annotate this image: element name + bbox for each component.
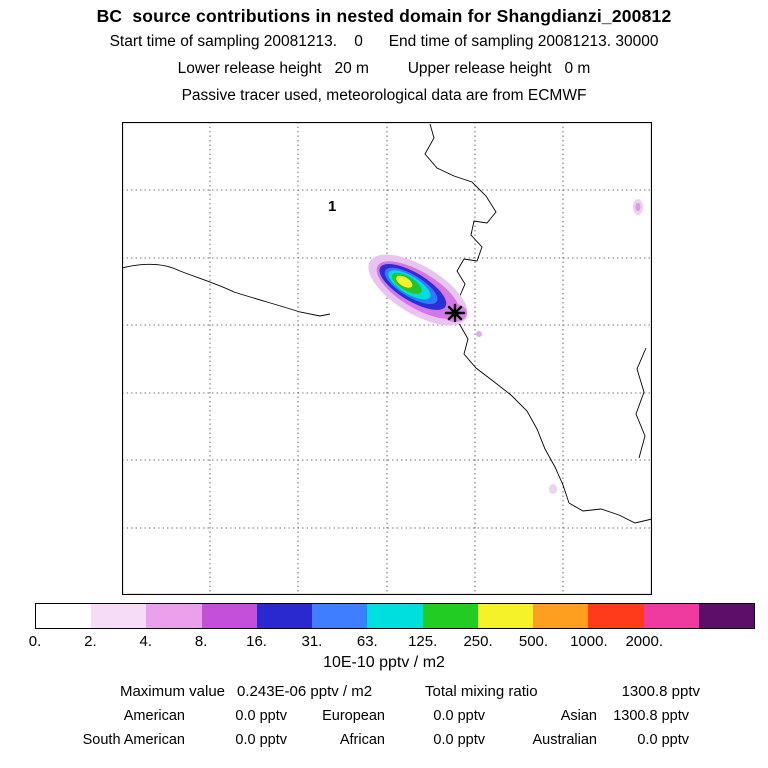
colorbar-segment: [36, 604, 92, 628]
colorbar-segment: [367, 604, 423, 628]
grid-lines: [122, 122, 652, 595]
colorbar-tick-label: 125.: [408, 633, 438, 650]
colorbar-segment: [477, 604, 534, 628]
colorbar-tick-label: 1000.: [570, 633, 608, 650]
contribution-value-american: 0.0 pptv: [235, 708, 287, 724]
colorbar-tick-label: 250.: [463, 633, 493, 650]
colorbar-tick-label: 2000.: [625, 633, 663, 650]
receptor-star-icon: [444, 303, 466, 323]
colorbar-segment: [312, 604, 368, 628]
colorbar-segment: [588, 604, 644, 628]
colorbar-tick-label: 0.: [28, 633, 42, 650]
plume-speck: [635, 203, 641, 211]
colorbar: [35, 603, 755, 629]
colorbar-segment: [698, 604, 755, 628]
domain-label: 1: [328, 198, 337, 215]
colorbar-segment: [422, 604, 478, 628]
colorbar-tick-label: 8.: [194, 633, 208, 650]
max-value-label: Maximum value: [119, 683, 225, 700]
colorbar-tick-label: 16.: [246, 633, 267, 650]
contribution-label-american: American: [123, 708, 185, 724]
plume-speck: [549, 484, 557, 494]
colorbar-tick-label: 63.: [356, 633, 378, 650]
colorbar-segment: [533, 604, 589, 628]
contribution-value-african: 0.0 pptv: [433, 732, 485, 748]
colorbar-segment: [256, 604, 313, 628]
map-border: [122, 122, 652, 595]
contribution-label-australian: Australian: [532, 732, 597, 748]
tracer-info-line: Passive tracer used, meteorological data…: [181, 87, 587, 104]
contribution-label-european: European: [322, 708, 385, 724]
colorbar-tick-label: 2.: [84, 633, 97, 650]
contribution-value-asian: 1300.8 pptv: [613, 708, 689, 724]
colorbar-ticks: 0. 2. 4. 8. 16. 31. 63. 125. 250. 500. 1000. 2000.: [29, 633, 755, 651]
colorbar-tick-label: 500.: [518, 633, 549, 650]
contribution-label-asian: Asian: [560, 708, 597, 724]
map-canvas: [122, 122, 652, 595]
colorbar-segment: [201, 604, 257, 628]
total-mixing-ratio-value: 1300.8 pptv: [621, 683, 700, 700]
colorbar-tick-label: 31.: [301, 633, 323, 650]
total-mixing-ratio-label: Total mixing ratio: [425, 683, 538, 700]
release-height-line: Lower release height 20 m Upper release …: [177, 60, 591, 77]
plume-speck: [476, 331, 482, 337]
stats-row-contributions-2: South American 0.0 pptv African 0.0 pptv…: [35, 732, 755, 754]
colorbar-segment: [91, 604, 147, 628]
colorbar-unit-label: 10E-10 pptv / m2: [323, 654, 445, 671]
figure-title: BC source contributions in nested domain…: [96, 6, 672, 26]
plume: [368, 199, 643, 494]
contribution-label-african: African: [339, 732, 385, 748]
colorbar-segment: [643, 604, 699, 628]
colorbar-segment: [146, 604, 202, 628]
contribution-label-south-american: South American: [82, 732, 185, 748]
coastline: [122, 123, 652, 524]
contribution-value-south-american: 0.0 pptv: [235, 732, 287, 748]
contribution-value-australian: 0.0 pptv: [637, 732, 689, 748]
stats-row-max: Maximum value 0.243E-06 pptv / m2 Total …: [35, 683, 755, 705]
max-value: 0.243E-06 pptv / m2: [237, 683, 373, 700]
map-panel: 1: [122, 122, 652, 595]
colorbar-tick-label: 4.: [139, 633, 153, 650]
sampling-time-line: Start time of sampling 20081213. 0 End t…: [109, 33, 659, 50]
contribution-value-european: 0.0 pptv: [433, 708, 485, 724]
stats-row-contributions-1: American 0.0 pptv European 0.0 pptv Asia…: [35, 708, 755, 730]
colorbar-segments: [36, 604, 755, 628]
